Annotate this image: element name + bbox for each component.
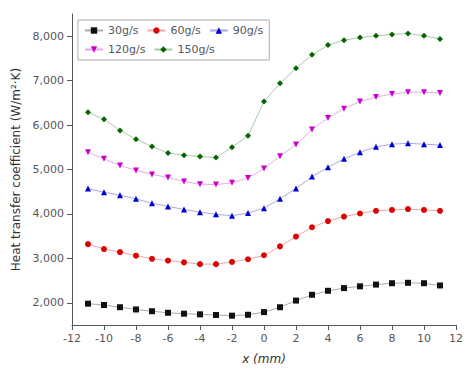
svg-text:6,000: 6,000	[33, 119, 65, 132]
svg-text:-8: -8	[131, 332, 142, 345]
svg-text:4: 4	[325, 332, 332, 345]
svg-text:-12: -12	[63, 332, 81, 345]
svg-text:6: 6	[357, 332, 364, 345]
svg-text:150g/s: 150g/s	[177, 43, 215, 56]
svg-text:3,000: 3,000	[33, 252, 65, 265]
svg-text:30g/s: 30g/s	[108, 24, 139, 37]
svg-text:5,000: 5,000	[33, 163, 65, 176]
svg-text:2: 2	[293, 332, 300, 345]
svg-text:120g/s: 120g/s	[108, 43, 146, 56]
svg-text:8: 8	[389, 332, 396, 345]
svg-text:-2: -2	[227, 332, 238, 345]
svg-text:-4: -4	[195, 332, 206, 345]
svg-text:4,000: 4,000	[33, 207, 65, 220]
svg-text:Heat transfer coefficient (W/m: Heat transfer coefficient (W/m²·K)	[9, 68, 23, 271]
svg-text:90g/s: 90g/s	[233, 24, 264, 37]
svg-text:7,000: 7,000	[33, 74, 65, 87]
svg-text:12: 12	[449, 332, 463, 345]
svg-text:10: 10	[417, 332, 431, 345]
svg-text:8,000: 8,000	[33, 30, 65, 43]
svg-text:0: 0	[261, 332, 268, 345]
svg-text:-10: -10	[95, 332, 113, 345]
svg-text:60g/s: 60g/s	[170, 24, 201, 37]
svg-text:-6: -6	[163, 332, 174, 345]
svg-text:2,000: 2,000	[33, 296, 65, 309]
svg-text:x (mm): x (mm)	[241, 352, 286, 366]
